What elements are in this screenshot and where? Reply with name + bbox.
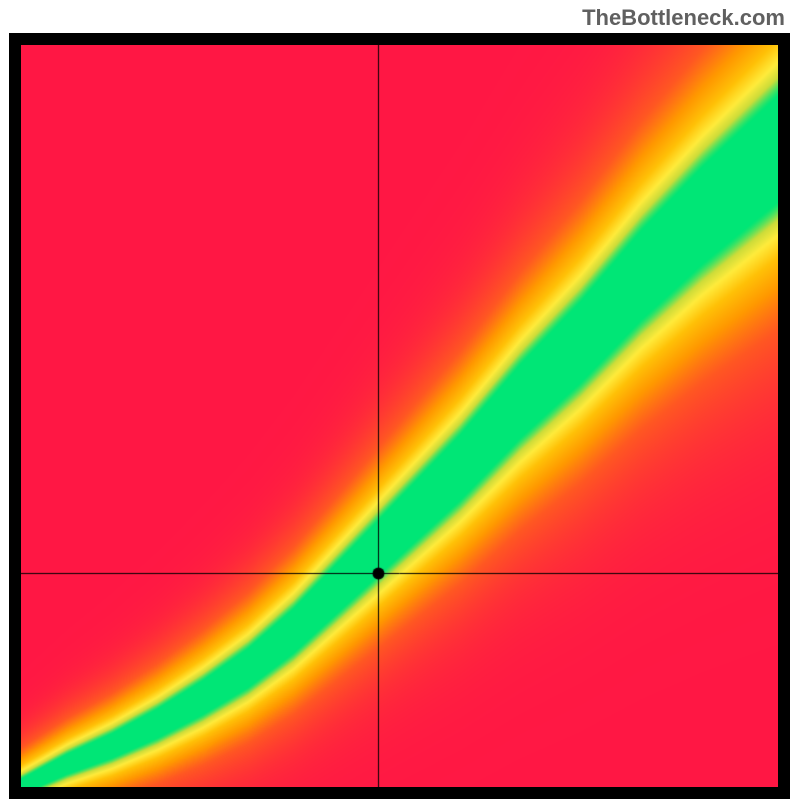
plot-area xyxy=(21,45,778,787)
chart-container: TheBottleneck.com xyxy=(0,0,800,800)
heatmap-canvas xyxy=(21,45,778,787)
watermark-text: TheBottleneck.com xyxy=(582,5,785,31)
plot-frame xyxy=(9,33,790,799)
